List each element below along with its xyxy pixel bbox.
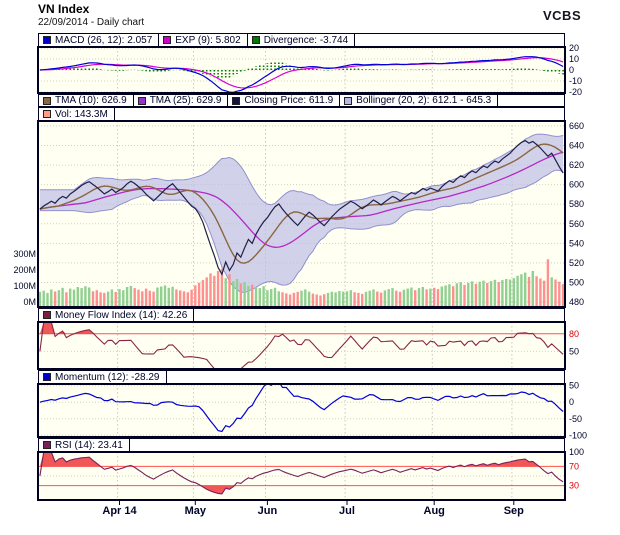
rsi-legend-strip: RSI (14): 23.41 [38,438,565,452]
price-legend-strip: TMA (10): 626.9 TMA (25): 629.9 Closing … [38,94,565,107]
axis-label: 600 [569,180,584,190]
axis-label: 0M [23,297,36,307]
axis-label: Apr 14 [102,505,137,517]
page-title: VN Index [38,2,90,16]
legend-spacer [130,439,564,451]
axis-label: 30 [569,481,579,491]
axis-label: May [185,505,207,517]
legend-spacer [498,95,564,106]
legend-item-closing-price: Closing Price: 611.9 [228,95,341,106]
macd-legend-strip: MACD (26, 12): 2.057 EXP (9): 5.802 Dive… [38,33,565,47]
axis-label: Jul [339,505,355,517]
macd-swatch-icon [43,36,51,44]
axis-label: 20 [569,43,579,53]
legend-item-mfi: Money Flow Index (14): 42.26 [39,309,195,321]
axis-label: -10 [569,76,582,86]
volume-legend-strip: Vol: 143.3M [38,107,565,121]
axis-label: 520 [569,258,584,268]
axis-label: 200M [13,265,36,275]
axis-label: 50 [569,381,579,391]
axis-label: 0 [569,65,574,75]
axis-label: 300M [13,249,36,259]
bollinger-legend-label: Bollinger (20, 2): 612.1 - 645.3 [356,95,492,106]
axis-label: 480 [569,297,584,307]
closing-price-legend-label: Closing Price: 611.9 [244,95,334,106]
legend-spacer [355,34,564,46]
divergence-swatch-icon [251,36,260,44]
exp-swatch-icon [163,36,172,44]
tma25-legend-label: TMA (25): 629.9 [149,95,222,106]
axis-label: 50 [569,346,579,356]
closing-price-swatch-icon [232,96,241,105]
axis-label: 640 [569,141,584,151]
momentum-swatch-icon [43,373,51,381]
axis-label: 540 [569,238,584,248]
axis-label: -100 [569,430,587,440]
legend-item-momentum: Momentum (12): -28.29 [39,371,167,383]
legend-spacer [115,108,564,120]
exp-legend-label: EXP (9): 5.802 [175,34,241,46]
legend-item-tma25: TMA (25): 629.9 [134,95,229,106]
axis-label: 560 [569,219,584,229]
legend-item-exp: EXP (9): 5.802 [159,34,248,46]
axis-label: 500 [569,278,584,288]
axis-label: -50 [569,414,582,424]
tma10-swatch-icon [43,96,51,105]
axis-label: Aug [424,505,445,517]
axis-label: Jun [258,505,278,517]
macd-legend-label: MACD (26, 12): 2.057 [55,34,153,46]
legend-spacer [194,309,564,321]
axis-label: 620 [569,160,584,170]
tma25-swatch-icon [137,96,146,105]
axis-label: 100 [569,447,584,457]
legend-item-macd: MACD (26, 12): 2.057 [39,34,160,46]
mfi-legend-label: Money Flow Index (14): 42.26 [55,309,188,321]
volume-legend-label: Vol: 143.3M [55,108,108,120]
axis-label: 660 [569,121,584,131]
bollinger-swatch-icon [344,96,353,105]
legend-item-tma10: TMA (10): 626.9 [39,95,134,106]
momentum-legend-label: Momentum (12): -28.29 [55,371,160,383]
axis-label: Sep [504,505,524,517]
volume-swatch-icon [43,110,51,118]
legend-item-bollinger: Bollinger (20, 2): 612.1 - 645.3 [340,95,499,106]
tma10-legend-label: TMA (10): 626.9 [55,95,127,106]
brand-logo: VCBS [543,8,582,23]
axis-label: 80 [569,329,579,339]
axis-label: 100M [13,281,36,291]
axis-label: -20 [569,87,582,97]
legend-item-rsi: RSI (14): 23.41 [39,439,130,451]
mfi-legend-strip: Money Flow Index (14): 42.26 [38,308,565,322]
axis-label: 70 [569,461,579,471]
chart-date-subtitle: 22/09/2014 - Daily chart [38,17,145,28]
rsi-legend-label: RSI (14): 23.41 [55,439,123,451]
axis-label: 580 [569,199,584,209]
mfi-swatch-icon [43,311,51,319]
legend-item-volume: Vol: 143.3M [39,108,115,120]
legend-item-divergence: Divergence: -3.744 [248,34,356,46]
axis-label: 0 [569,397,574,407]
rsi-swatch-icon [43,441,51,449]
divergence-legend-label: Divergence: -3.744 [263,34,349,46]
legend-spacer [167,371,565,383]
axis-label: 10 [569,54,579,64]
momentum-legend-strip: Momentum (12): -28.29 [38,370,565,384]
